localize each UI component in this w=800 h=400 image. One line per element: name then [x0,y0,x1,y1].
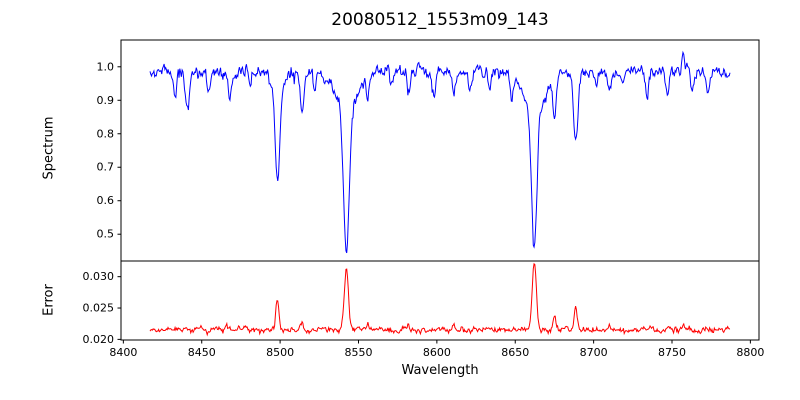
spectrum-y-tick-label: 0.7 [97,161,115,174]
spectrum-y-tick-label: 0.5 [97,228,115,241]
x-tick-label: 8450 [188,346,216,359]
spectrum-y-tick-label: 1.0 [97,60,115,73]
x-tick-label: 8750 [658,346,686,359]
error-y-tick-label: 0.025 [83,302,115,315]
plot-title: 20080512_1553m09_143 [331,10,549,30]
x-tick-label: 8400 [109,346,137,359]
spectrum-panel-frame [120,39,760,262]
spectrum-y-tick-label: 0.9 [97,94,115,107]
spectrum-y-tick-label: 0.8 [97,127,115,140]
error-y-tick-label: 0.030 [83,270,115,283]
error-line [149,262,731,337]
x-axis-label: Wavelength [401,363,479,378]
error-panel-frame [120,260,760,341]
error-y-tick-label: 0.020 [83,333,115,346]
x-tick-label: 8650 [501,346,529,359]
spectrum-line [149,50,731,254]
x-tick-label: 8700 [580,346,608,359]
spectrum-y-tick-label: 0.6 [97,194,115,207]
x-tick-label: 8550 [344,346,372,359]
x-tick-label: 8600 [423,346,451,359]
x-tick-label: 8800 [736,346,764,359]
x-tick-label: 8500 [266,346,294,359]
